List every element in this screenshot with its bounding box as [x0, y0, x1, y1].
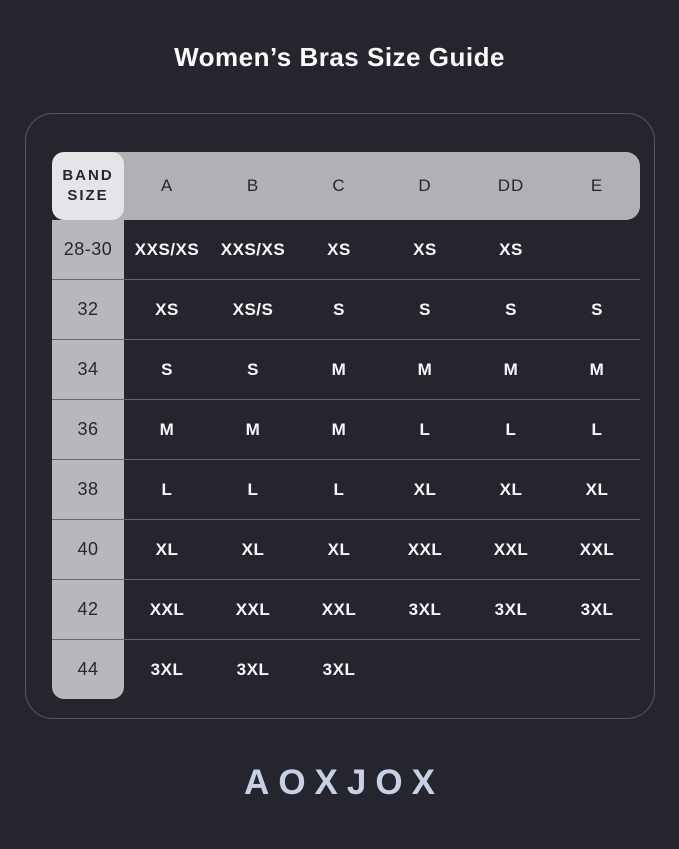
cup-column-header-a: A [160, 176, 174, 195]
size-value: S [247, 359, 259, 379]
table-row: 42 XXL XXL XXL 3XL 3XL 3XL [52, 579, 640, 639]
size-value: XXL [407, 539, 443, 559]
size-value: XS [413, 239, 437, 259]
table-body: 28-30 XXS/XS XXS/XS XS XS XS 32 XS XS/S … [52, 220, 640, 699]
size-value [554, 220, 640, 279]
size-value: S [505, 299, 517, 319]
size-value: L [505, 419, 517, 439]
size-value: S [591, 299, 603, 319]
size-value: XL [585, 479, 609, 499]
size-value: L [247, 479, 259, 499]
size-value: XXL [579, 539, 615, 559]
size-value: XXL [235, 599, 271, 619]
table-header-row: BAND SIZE A B C D DD E [52, 152, 640, 220]
size-value: XL [413, 479, 437, 499]
size-value: XXL [149, 599, 185, 619]
size-value: 3XL [322, 659, 356, 679]
size-value: XXS/XS [220, 239, 286, 259]
size-value: 3XL [150, 659, 184, 679]
size-value: M [503, 359, 519, 379]
band-size-label: 32 [52, 280, 124, 339]
size-value: XL [241, 539, 265, 559]
size-chart-card: BAND SIZE A B C D DD E 28-30 XXS/XS XXS/… [25, 113, 655, 719]
size-value: XL [327, 539, 351, 559]
band-size-label: 34 [52, 340, 124, 399]
size-value: L [591, 419, 603, 439]
size-value: XL [499, 479, 523, 499]
size-value: XS/S [232, 299, 274, 319]
size-value [382, 640, 468, 699]
size-value: 3XL [580, 599, 614, 619]
band-size-header-cell: BAND SIZE [52, 152, 124, 220]
table-row: 40 XL XL XL XXL XXL XXL [52, 519, 640, 579]
size-value: XXS/XS [134, 239, 200, 259]
cup-column-header-d: D [418, 176, 432, 195]
cup-column-header-b: B [246, 176, 260, 195]
size-value: 3XL [236, 659, 270, 679]
size-value: M [159, 419, 175, 439]
table-row: 34 S S M M M M [52, 339, 640, 399]
size-value: XS [499, 239, 523, 259]
size-value: L [161, 479, 173, 499]
band-size-label: 42 [52, 580, 124, 639]
size-value: M [589, 359, 605, 379]
size-value: S [161, 359, 173, 379]
size-value: XS [155, 299, 179, 319]
size-value [468, 640, 554, 699]
band-size-label: 36 [52, 400, 124, 459]
size-value: M [417, 359, 433, 379]
band-size-label: 40 [52, 520, 124, 579]
page-title: Women’s Bras Size Guide [174, 42, 505, 72]
band-size-label: 44 [52, 640, 124, 699]
band-size-label: 38 [52, 460, 124, 519]
size-value: S [333, 299, 345, 319]
size-value: XS [327, 239, 351, 259]
size-value: XXL [493, 539, 529, 559]
size-value [554, 640, 640, 699]
size-value: S [419, 299, 431, 319]
size-value: XXL [321, 599, 357, 619]
cup-column-header-dd: DD [497, 176, 525, 195]
header-bar-background [52, 152, 640, 220]
brand-logo: AOXJOX [244, 763, 444, 802]
size-value: L [419, 419, 431, 439]
size-value: 3XL [408, 599, 442, 619]
size-value: L [333, 479, 345, 499]
size-value: 3XL [494, 599, 528, 619]
band-size-label: 28-30 [52, 220, 124, 279]
cup-column-header-c: C [332, 176, 346, 195]
table-row: 38 L L L XL XL XL [52, 459, 640, 519]
size-table: BAND SIZE A B C D DD E 28-30 XXS/XS XXS/… [52, 152, 640, 699]
size-value: M [245, 419, 261, 439]
size-value: M [331, 419, 347, 439]
table-row: 32 XS XS/S S S S S [52, 279, 640, 339]
table-row: 44 3XL 3XL 3XL [52, 639, 640, 699]
size-value: XL [155, 539, 179, 559]
table-row: 28-30 XXS/XS XXS/XS XS XS XS [52, 220, 640, 279]
size-value: M [331, 359, 347, 379]
table-row: 36 M M M L L L [52, 399, 640, 459]
cup-column-header-e: E [590, 176, 604, 195]
